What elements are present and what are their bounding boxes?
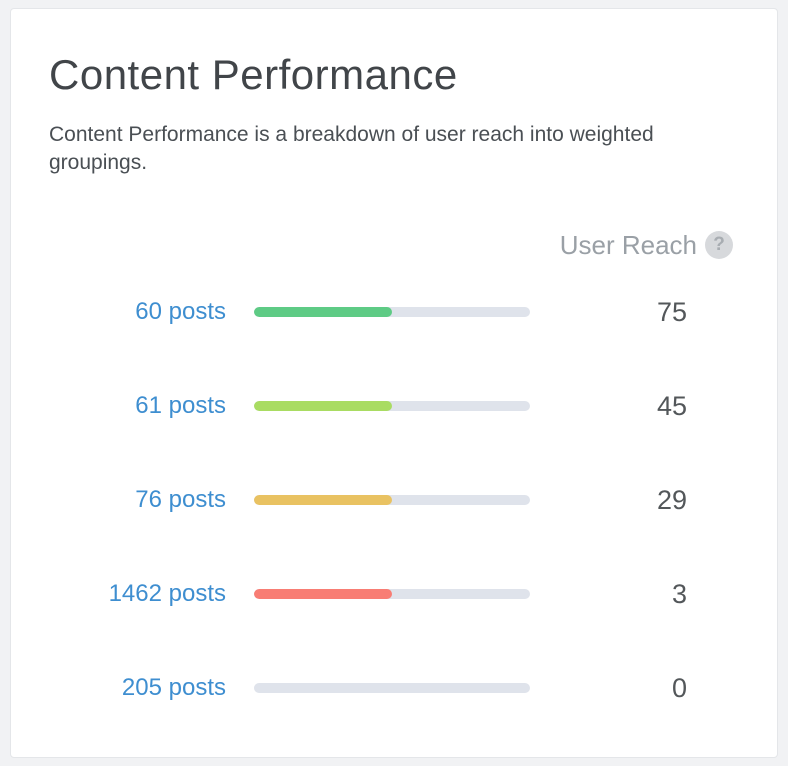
posts-link[interactable]: 61 posts	[135, 392, 226, 420]
help-icon[interactable]: ?	[705, 231, 733, 260]
reach-bar-fill	[254, 401, 392, 412]
user-reach-value: 45	[656, 390, 687, 421]
reach-bar-track	[254, 401, 530, 412]
reach-bar-track	[254, 495, 530, 506]
content-performance-card: Content Performance Content Performance …	[10, 8, 778, 758]
user-reach-value: 0	[671, 672, 687, 703]
reach-bar-track	[254, 589, 530, 600]
reach-bar-fill	[254, 589, 392, 600]
page-title: Content Performance	[49, 51, 458, 98]
performance-row: 61 posts 45	[49, 359, 739, 453]
user-reach-value: 75	[656, 296, 687, 327]
posts-link[interactable]: 60 posts	[135, 298, 226, 326]
performance-row: 205 posts 0	[49, 641, 739, 735]
user-reach-value: 3	[671, 578, 687, 609]
reach-bar-track	[254, 307, 530, 318]
reach-bar-fill	[254, 495, 392, 506]
card-description: Content Performance is a breakdown of us…	[49, 123, 654, 175]
reach-bar-track	[254, 683, 530, 694]
posts-link[interactable]: 1462 posts	[108, 580, 226, 608]
performance-row: 76 posts 29	[49, 453, 739, 547]
performance-rows: 60 posts 75 61 posts 45 76 posts 29 1462…	[49, 265, 739, 735]
posts-link[interactable]: 205 posts	[121, 674, 226, 702]
posts-link[interactable]: 76 posts	[135, 486, 226, 514]
user-reach-header: User Reach ?	[49, 229, 739, 261]
user-reach-value: 29	[656, 484, 687, 515]
reach-bar-fill	[254, 307, 392, 318]
user-reach-label: User Reach	[559, 229, 697, 260]
performance-row: 1462 posts 3	[49, 547, 739, 641]
performance-row: 60 posts 75	[49, 265, 739, 359]
